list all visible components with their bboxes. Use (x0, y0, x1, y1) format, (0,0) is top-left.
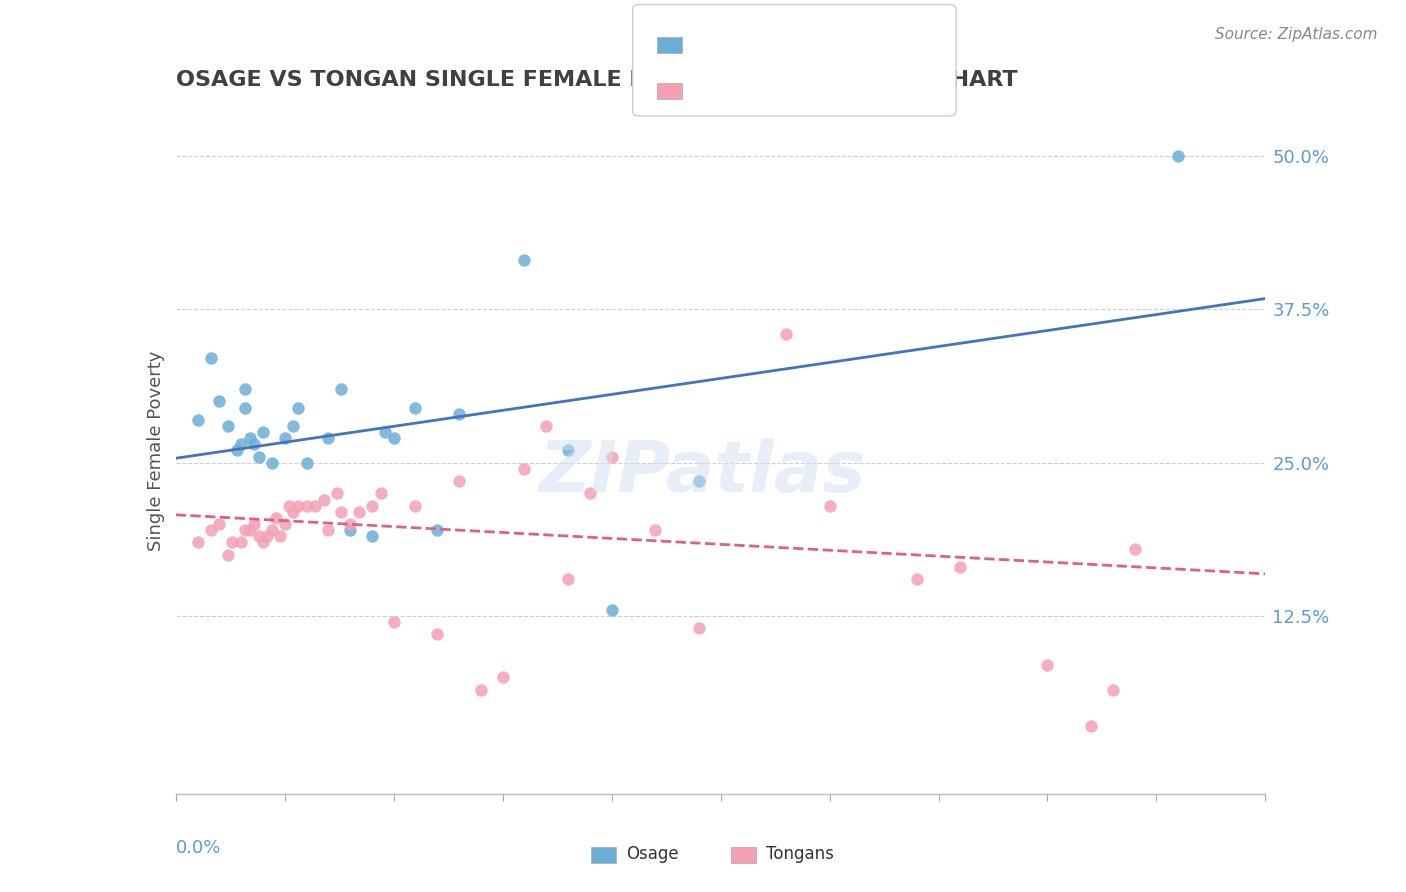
Text: N =: N = (830, 82, 869, 100)
Text: 0.132: 0.132 (738, 36, 790, 54)
Text: N =: N = (830, 36, 869, 54)
Point (1123, 541, 1146, 556)
Point (269, 529, 291, 543)
Point (231, 535, 253, 549)
Point (1167, 149, 1189, 163)
Point (318, 523, 340, 537)
Point (208, 394, 231, 409)
Point (426, 523, 449, 537)
Text: ZIPatlas: ZIPatlas (540, 438, 866, 508)
Point (1036, 658, 1059, 673)
Point (600, 450, 623, 464)
Text: Source: ZipAtlas.com: Source: ZipAtlas.com (1215, 27, 1378, 42)
Point (557, 572, 579, 586)
Point (470, 682, 492, 697)
Point (339, 517, 361, 532)
Point (247, 450, 270, 464)
Point (775, 326, 797, 341)
Point (243, 437, 266, 451)
Point (579, 486, 602, 500)
Point (295, 456, 318, 470)
Point (492, 670, 515, 684)
Point (513, 253, 536, 268)
Point (217, 548, 239, 562)
Point (360, 499, 382, 513)
Point (731, 94, 754, 108)
Text: 0.0%: 0.0% (176, 838, 221, 856)
Point (688, 474, 710, 488)
Point (252, 535, 274, 549)
Point (513, 462, 536, 476)
Point (949, 560, 972, 574)
Point (283, 419, 305, 434)
Point (264, 511, 287, 525)
Point (360, 529, 382, 543)
Point (905, 572, 928, 586)
Point (200, 351, 222, 366)
Point (312, 492, 335, 507)
Point (287, 401, 309, 415)
Point (688, 621, 710, 635)
Point (405, 401, 427, 415)
Point (200, 523, 222, 537)
Text: 0.098: 0.098 (738, 82, 789, 100)
Point (247, 529, 270, 543)
Point (186, 535, 209, 549)
Point (283, 505, 305, 519)
Point (260, 523, 283, 537)
Point (274, 431, 297, 445)
Point (1102, 682, 1125, 697)
Point (235, 382, 257, 396)
Point (330, 505, 353, 519)
Point (235, 401, 257, 415)
Point (374, 425, 396, 439)
Point (239, 431, 262, 445)
Point (186, 413, 209, 427)
Text: OSAGE VS TONGAN SINGLE FEMALE POVERTY CORRELATION CHART: OSAGE VS TONGAN SINGLE FEMALE POVERTY CO… (176, 70, 1018, 90)
Point (1080, 719, 1102, 733)
Point (225, 443, 247, 458)
Point (557, 443, 579, 458)
Y-axis label: Single Female Poverty: Single Female Poverty (146, 351, 165, 550)
Point (426, 627, 449, 641)
Point (295, 499, 318, 513)
Point (330, 382, 353, 396)
Point (405, 499, 427, 513)
Point (278, 499, 301, 513)
Point (231, 437, 253, 451)
Point (287, 499, 309, 513)
Point (256, 529, 278, 543)
Text: Osage: Osage (626, 845, 678, 863)
Point (260, 456, 283, 470)
Point (382, 431, 405, 445)
Point (326, 486, 349, 500)
Text: R =: R = (696, 36, 741, 54)
Point (370, 486, 392, 500)
Point (644, 523, 666, 537)
Point (339, 523, 361, 537)
Point (447, 407, 470, 421)
Text: 51: 51 (869, 82, 891, 100)
Point (447, 474, 470, 488)
Point (217, 419, 239, 434)
Point (243, 517, 266, 532)
Text: R =: R = (696, 82, 741, 100)
Point (252, 425, 274, 439)
Point (382, 615, 405, 630)
Text: Tongans: Tongans (766, 845, 834, 863)
Point (221, 535, 243, 549)
Point (600, 603, 623, 617)
Point (304, 499, 326, 513)
Point (208, 517, 231, 532)
Point (274, 517, 297, 532)
Point (534, 419, 557, 434)
Point (235, 523, 257, 537)
Point (239, 523, 262, 537)
Text: 31: 31 (869, 36, 891, 54)
Point (818, 499, 841, 513)
Point (347, 505, 370, 519)
Point (318, 431, 340, 445)
